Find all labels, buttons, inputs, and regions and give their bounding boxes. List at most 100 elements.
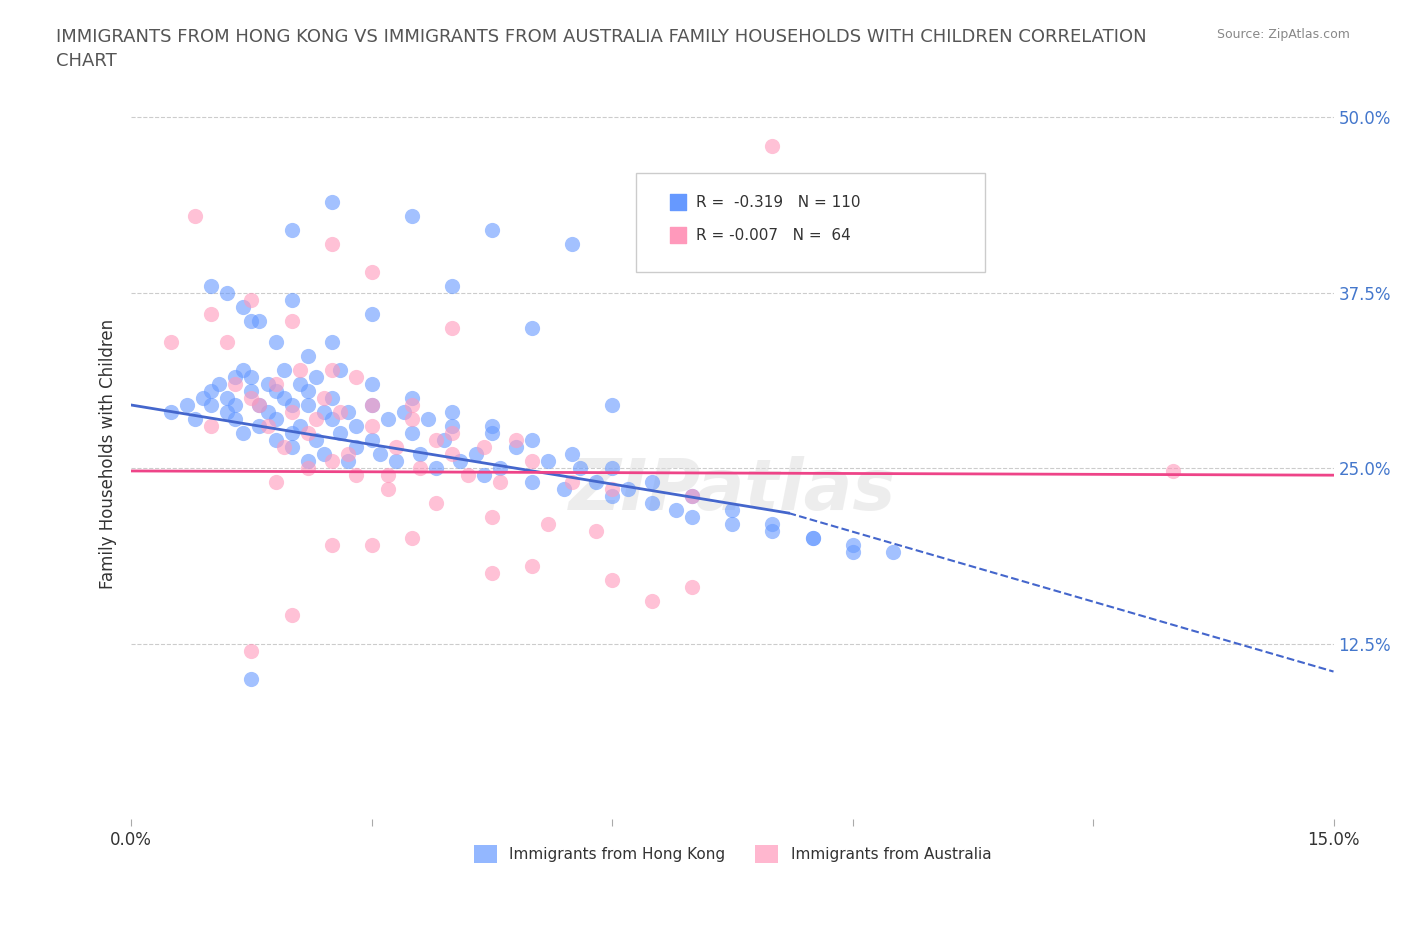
Point xyxy=(600,460,623,475)
Point xyxy=(304,412,326,427)
Point xyxy=(481,222,503,237)
Point xyxy=(264,432,287,447)
Point xyxy=(561,474,583,489)
Point xyxy=(440,278,463,293)
Point xyxy=(224,369,246,384)
Point xyxy=(280,398,302,413)
Point xyxy=(681,489,703,504)
Point xyxy=(520,432,543,447)
Point xyxy=(336,454,359,469)
Point xyxy=(505,432,527,447)
Point xyxy=(273,440,295,455)
Point xyxy=(176,398,198,413)
Point xyxy=(264,474,287,489)
Point xyxy=(464,446,486,461)
Point xyxy=(681,580,703,595)
Y-axis label: Family Households with Children: Family Households with Children xyxy=(100,319,117,590)
Point xyxy=(520,559,543,574)
Point xyxy=(440,405,463,419)
Point xyxy=(401,426,423,441)
Point xyxy=(321,363,343,378)
Point xyxy=(200,278,222,293)
Point xyxy=(304,369,326,384)
Point xyxy=(433,432,456,447)
Point xyxy=(761,138,783,153)
Point xyxy=(297,454,319,469)
Point xyxy=(425,496,447,511)
Point xyxy=(481,510,503,525)
Point xyxy=(721,503,744,518)
Point xyxy=(312,405,335,419)
Point xyxy=(449,454,471,469)
Point xyxy=(344,468,367,483)
Point xyxy=(297,398,319,413)
Point xyxy=(321,236,343,251)
Point xyxy=(240,369,263,384)
Point xyxy=(249,398,271,413)
Point xyxy=(184,412,207,427)
Point xyxy=(360,432,382,447)
Point xyxy=(681,510,703,525)
Point xyxy=(641,496,664,511)
Point xyxy=(193,391,215,405)
Point xyxy=(344,418,367,433)
Point xyxy=(489,474,512,489)
Text: R = -0.007   N =  64: R = -0.007 N = 64 xyxy=(696,228,851,243)
Point xyxy=(336,405,359,419)
Point xyxy=(520,474,543,489)
Point xyxy=(200,383,222,398)
Point xyxy=(801,531,824,546)
Point xyxy=(217,335,239,350)
Point xyxy=(321,454,343,469)
Point xyxy=(297,349,319,364)
Point xyxy=(600,482,623,497)
Point xyxy=(360,264,382,279)
Point xyxy=(288,377,311,392)
Point xyxy=(384,454,406,469)
Point xyxy=(280,608,302,623)
Point xyxy=(232,299,254,314)
Point xyxy=(344,369,367,384)
FancyBboxPatch shape xyxy=(636,173,984,272)
Point xyxy=(360,306,382,321)
Point xyxy=(520,454,543,469)
Point xyxy=(200,306,222,321)
Point xyxy=(240,391,263,405)
Point xyxy=(200,418,222,433)
Point xyxy=(304,432,326,447)
Point xyxy=(561,446,583,461)
Point xyxy=(416,412,439,427)
Point xyxy=(312,391,335,405)
Point xyxy=(224,377,246,392)
Point xyxy=(617,482,640,497)
Point xyxy=(569,460,592,475)
Point xyxy=(256,405,278,419)
Point xyxy=(377,412,399,427)
Point xyxy=(401,412,423,427)
Point xyxy=(249,398,271,413)
Point xyxy=(401,391,423,405)
Point xyxy=(321,194,343,209)
Point xyxy=(256,377,278,392)
Point xyxy=(600,398,623,413)
Point xyxy=(280,222,302,237)
Point xyxy=(409,460,432,475)
Point xyxy=(641,474,664,489)
Point xyxy=(360,418,382,433)
Text: R =  -0.319   N = 110: R = -0.319 N = 110 xyxy=(696,195,860,210)
Point xyxy=(264,377,287,392)
Point xyxy=(360,538,382,552)
Point xyxy=(481,418,503,433)
Point xyxy=(160,335,183,350)
Point xyxy=(297,383,319,398)
Point xyxy=(280,405,302,419)
Point xyxy=(561,236,583,251)
Point xyxy=(256,418,278,433)
Point xyxy=(224,412,246,427)
Point xyxy=(377,468,399,483)
Point xyxy=(224,398,246,413)
Point xyxy=(240,292,263,307)
Point xyxy=(240,671,263,686)
Point xyxy=(585,474,607,489)
Point xyxy=(440,446,463,461)
